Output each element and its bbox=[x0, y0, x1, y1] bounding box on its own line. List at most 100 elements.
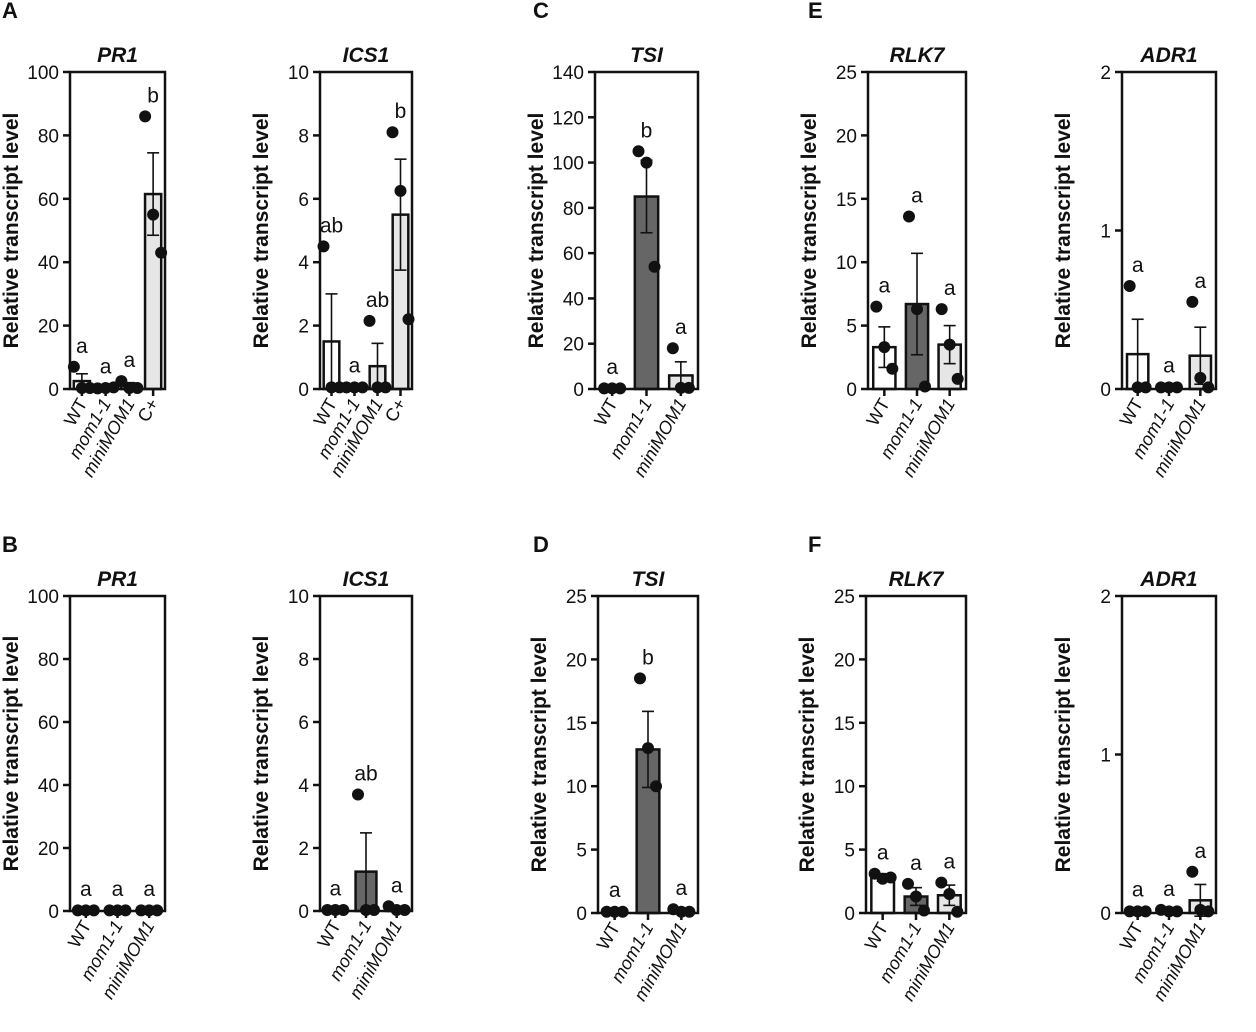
panel-label: B bbox=[2, 532, 18, 557]
y-axis-label: Relative transcript level bbox=[250, 113, 273, 349]
significance-letter: a bbox=[1132, 254, 1144, 277]
significance-letter: a bbox=[1163, 878, 1175, 901]
y-axis-label: Relative transcript level bbox=[0, 636, 23, 872]
chart-title: ADR1 bbox=[1139, 44, 1197, 67]
significance-letter: a bbox=[112, 878, 124, 901]
y-tick-label: 140 bbox=[552, 63, 584, 84]
data-point bbox=[884, 871, 897, 884]
significance-letter: a bbox=[910, 852, 922, 875]
y-tick-label: 40 bbox=[563, 289, 584, 310]
y-tick-label: 4 bbox=[298, 776, 309, 797]
significance-letter: ab bbox=[354, 762, 377, 785]
y-tick-label: 10 bbox=[836, 253, 857, 274]
chart-title: PR1 bbox=[97, 568, 138, 591]
x-tick-label: WT bbox=[64, 917, 95, 951]
data-point bbox=[918, 904, 930, 917]
y-axis-label: Relative transcript level bbox=[1052, 637, 1075, 873]
significance-letter: a bbox=[675, 877, 687, 900]
chart-title: PR1 bbox=[97, 44, 138, 67]
y-tick-label: 0 bbox=[1100, 380, 1111, 401]
axes-frame bbox=[864, 594, 968, 915]
y-tick-label: 1 bbox=[1100, 746, 1111, 767]
x-tick-label: C+ bbox=[134, 395, 163, 425]
y-tick-label: 10 bbox=[566, 777, 587, 798]
y-tick-label: 15 bbox=[566, 714, 587, 735]
data-point bbox=[1202, 381, 1215, 394]
axes-frame bbox=[866, 70, 968, 391]
subplot: D TSI Relative transcript level 0 5 10 15 20 25 a… bbox=[528, 532, 700, 1004]
x-tick-label: WT bbox=[1116, 395, 1147, 429]
axes-frame bbox=[318, 594, 414, 913]
y-tick-label: 20 bbox=[836, 126, 857, 147]
y-tick-label: 40 bbox=[38, 776, 59, 797]
significance-letter: a bbox=[80, 878, 92, 901]
data-point bbox=[139, 110, 152, 123]
y-tick-label: 0 bbox=[576, 904, 587, 925]
data-point bbox=[666, 342, 679, 355]
y-tick-label: 5 bbox=[576, 841, 587, 862]
y-tick-label: 0 bbox=[298, 380, 309, 401]
data-point bbox=[1171, 381, 1183, 394]
data-point bbox=[886, 362, 899, 375]
data-point bbox=[115, 375, 128, 388]
y-tick-label: 6 bbox=[298, 713, 309, 734]
significance-letter: a bbox=[675, 316, 687, 339]
y-tick-label: 5 bbox=[844, 841, 855, 862]
axes-frame bbox=[318, 70, 414, 391]
data-point bbox=[642, 742, 654, 755]
y-tick-label: 100 bbox=[552, 154, 584, 175]
y-axis-label: Relative transcript level bbox=[250, 636, 273, 872]
subplot: C TSI Relative transcript level 0 20 40 60 80 10… bbox=[525, 0, 700, 480]
x-tick-label: WT bbox=[862, 395, 893, 429]
y-tick-label: 0 bbox=[846, 380, 857, 401]
data-point bbox=[356, 381, 369, 394]
panel-label: D bbox=[533, 532, 549, 557]
y-axis-label: Relative transcript level bbox=[0, 113, 23, 349]
y-tick-label: 80 bbox=[563, 199, 584, 220]
data-point bbox=[650, 780, 662, 793]
data-point bbox=[1194, 371, 1207, 384]
significance-letter: a bbox=[911, 185, 923, 208]
data-point bbox=[903, 210, 915, 223]
y-tick-label: 4 bbox=[298, 253, 309, 274]
significance-letter: a bbox=[877, 842, 889, 865]
significance-letter: a bbox=[1163, 355, 1175, 378]
y-tick-label: 60 bbox=[38, 190, 59, 211]
subplot: F RLK7 Relative transcript level 0 5 10 15 20 25… bbox=[796, 532, 968, 1004]
significance-letter: ab bbox=[366, 289, 389, 312]
y-tick-label: 25 bbox=[836, 63, 857, 84]
y-tick-label: 8 bbox=[298, 126, 309, 147]
significance-letter: a bbox=[329, 877, 341, 900]
axes-frame bbox=[593, 70, 700, 391]
data-point bbox=[363, 314, 376, 327]
data-point bbox=[394, 184, 407, 197]
y-tick-label: 2 bbox=[298, 317, 309, 338]
y-tick-label: 0 bbox=[48, 902, 59, 923]
y-tick-label: 60 bbox=[563, 244, 584, 265]
chart-title: ICS1 bbox=[343, 44, 390, 67]
y-tick-label: 120 bbox=[552, 108, 584, 129]
significance-letter: a bbox=[349, 354, 361, 377]
data-point bbox=[1186, 865, 1199, 878]
y-axis-label: Relative transcript level bbox=[1052, 113, 1075, 349]
y-tick-label: 0 bbox=[844, 904, 855, 925]
significance-letter: a bbox=[1194, 840, 1206, 863]
y-tick-label: 2 bbox=[298, 839, 309, 860]
significance-letter: a bbox=[944, 277, 956, 300]
significance-letter: a bbox=[1132, 879, 1144, 902]
subplot: E RLK7 Relative transcript level 0 5 10 15 20 25… bbox=[798, 0, 968, 480]
data-point bbox=[683, 905, 696, 918]
x-tick-label: WT bbox=[1116, 919, 1147, 953]
y-tick-label: 40 bbox=[38, 253, 59, 274]
chart-title: RLK7 bbox=[889, 568, 945, 591]
y-tick-label: 8 bbox=[298, 650, 309, 671]
significance-letter: ab bbox=[320, 214, 343, 237]
significance-letter: a bbox=[143, 878, 155, 901]
x-tick-label: WT bbox=[590, 395, 621, 429]
data-point bbox=[616, 905, 629, 918]
data-point bbox=[870, 300, 883, 313]
data-point bbox=[951, 372, 964, 385]
data-point bbox=[943, 338, 956, 351]
